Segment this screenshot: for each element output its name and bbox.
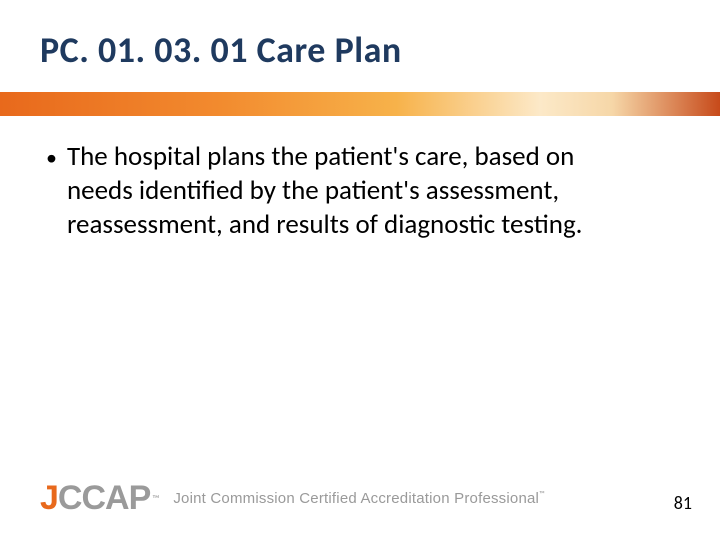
bullet-list: • The hospital plans the patient's care,…	[44, 140, 604, 242]
logo-subtitle-wrap: Joint Commission Certified Accreditation…	[173, 489, 544, 508]
slide-title: PC. 01. 03. 01 Care Plan	[40, 28, 402, 72]
page-number: 81	[674, 492, 692, 514]
accent-banner	[0, 92, 720, 116]
bullet-item: • The hospital plans the patient's care,…	[44, 140, 604, 242]
logo-letters-ccap: CCAP	[58, 479, 150, 518]
logo-trademark: ™	[152, 492, 159, 505]
bullet-marker: •	[46, 140, 57, 176]
logo-letter-j: J	[40, 479, 58, 518]
bullet-text: The hospital plans the patient's care, b…	[67, 140, 604, 242]
logo-mark: JCCAP™	[40, 479, 159, 518]
logo-subtitle: Joint Commission Certified Accreditation…	[173, 490, 539, 507]
footer-logo: JCCAP™ Joint Commission Certified Accred…	[40, 479, 545, 518]
slide-container: PC. 01. 03. 01 Care Plan • The hospital …	[0, 0, 720, 540]
logo-subtitle-trademark: ™	[539, 490, 545, 500]
